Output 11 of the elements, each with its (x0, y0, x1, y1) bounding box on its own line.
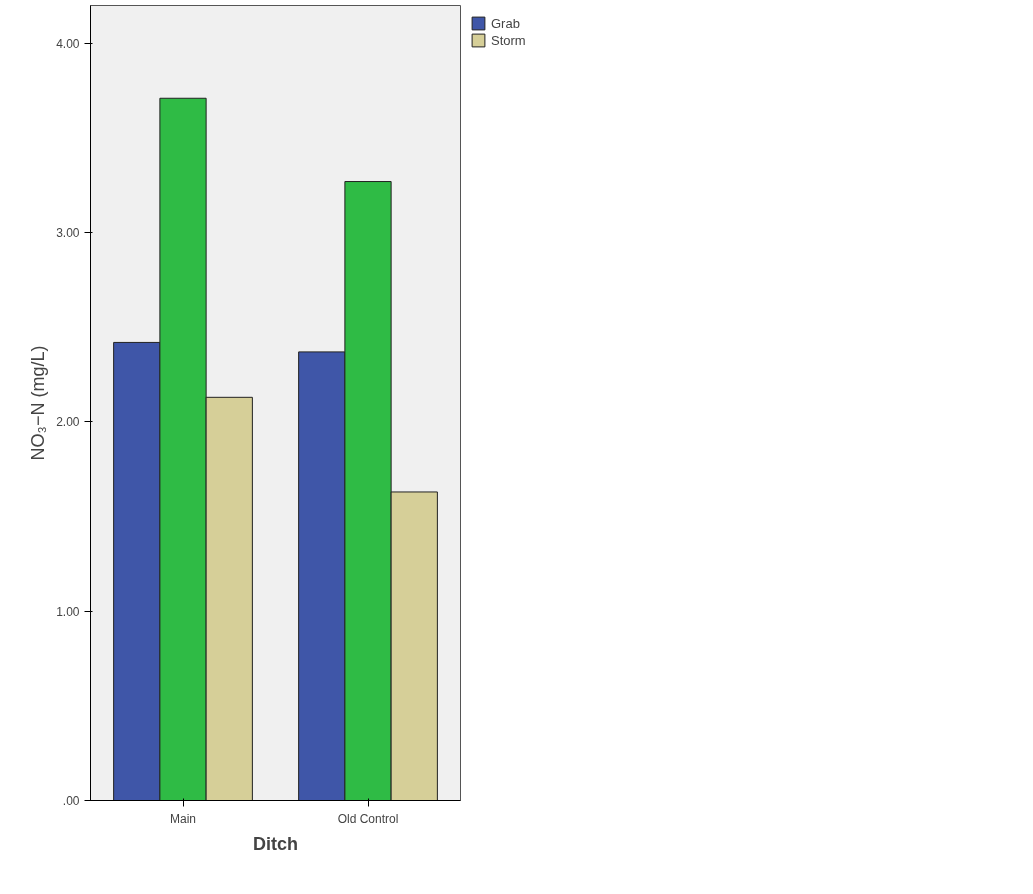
x-axis-title: Ditch (253, 833, 298, 854)
legend-label: Grab (491, 15, 520, 31)
y-tick-label: .00 (62, 794, 80, 808)
y-tick-label: 4.00 (56, 36, 80, 51)
x-tick-label: Main (170, 811, 197, 826)
y-axis-title: NO₃−N (mg/L) (28, 345, 49, 461)
legend-label: Storm (491, 32, 526, 48)
x-tick-label: Old Control (337, 811, 399, 826)
y-tick-label: 1.00 (56, 604, 80, 619)
y-tick-label: 3.00 (56, 226, 80, 241)
y-tick-label: 2.00 (56, 415, 80, 430)
